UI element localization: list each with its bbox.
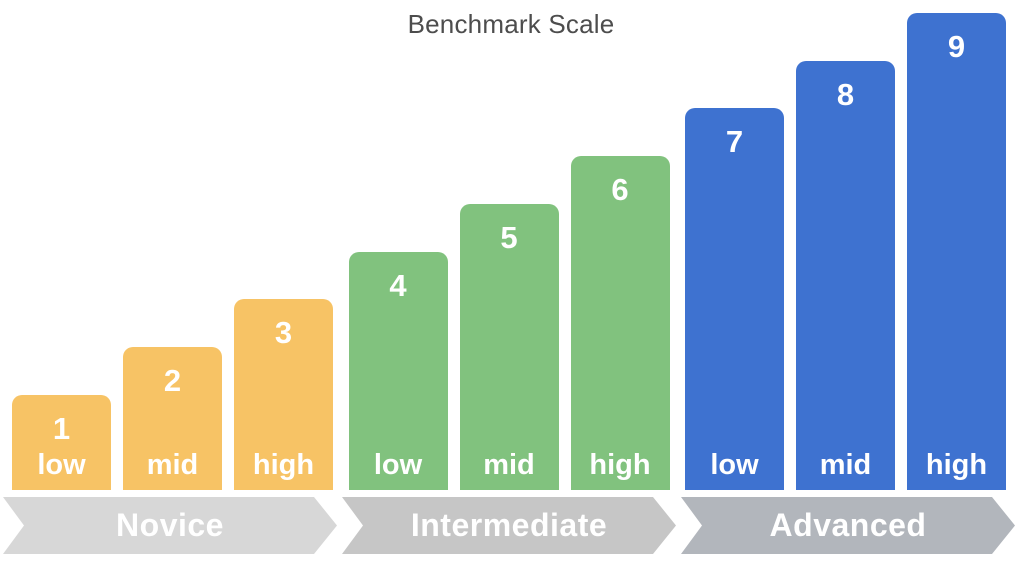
bar-value-label: 3 [274,315,293,350]
level-banner-label: Novice [116,507,224,543]
bar-range-label: mid [483,449,535,482]
bar-value-label: 8 [836,77,855,112]
bar-2: 2 mid [123,347,222,490]
bar-value-label: 2 [163,363,182,398]
bar-range-label: high [252,449,315,482]
bar-range-label: high [589,449,651,482]
level-banner-label: Advanced [769,507,927,543]
level-banner-row: Novice Intermediate Advanced [3,497,1015,554]
bar-range-label: high [925,449,988,482]
bar-value-label: 1 [52,411,71,446]
bar-5: 5 mid [459,204,559,490]
bar-1: 1 low [12,395,111,490]
bar-4: 4 low [348,252,448,490]
bar-6: 6 high [570,156,670,490]
bar-8: 8 mid [796,61,895,490]
bar-value-label: 9 [947,29,966,64]
bars-row: 1 low 2 mid 3 high 4 low 5 mid 6 high 7 … [12,13,1006,490]
bar-value-label: 6 [611,172,629,207]
bar-3: 3 high [234,299,333,490]
bar-9: 9 high [907,13,1006,490]
bar-range-label: low [373,449,423,482]
level-banner-novice: Novice [3,497,337,554]
bar-value-label: 5 [500,220,518,255]
bar-value-label: 4 [389,268,407,303]
bar-range-label: low [37,449,86,482]
bar-group-advanced: 7 low 8 mid 9 high [685,13,1006,490]
bar-group-novice: 1 low 2 mid 3 high [12,299,333,490]
level-banner-intermediate: Intermediate [342,497,676,554]
bar-range-label: mid [146,449,199,482]
bar-group-intermediate: 4 low 5 mid 6 high [348,156,670,490]
level-banner-label: Intermediate [410,507,608,543]
chart-title: Benchmark Scale [407,9,615,39]
bar-range-label: low [710,449,759,482]
level-banner-advanced: Advanced [681,497,1015,554]
bar-7: 7 low [685,108,784,490]
bar-value-label: 7 [725,124,744,159]
bar-range-label: mid [819,449,872,482]
